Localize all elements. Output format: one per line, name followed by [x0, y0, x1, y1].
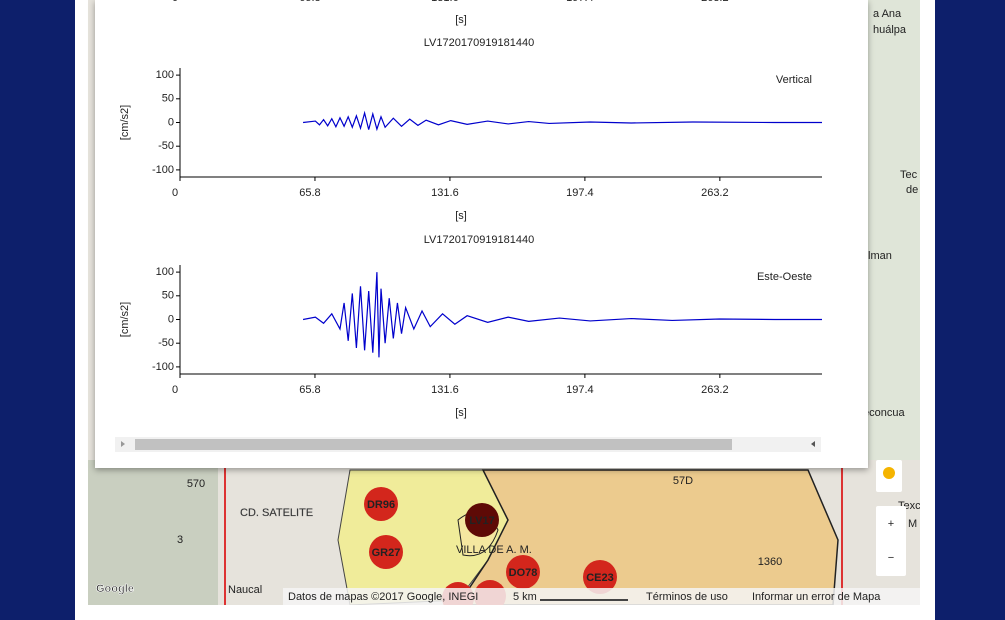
legend-label: Este-Oeste: [757, 271, 812, 283]
x-tick-label: 0: [172, 0, 178, 4]
stations: DR96 GR27 LV17 DO78 CE23: [364, 487, 617, 605]
place: VILLA DE A. M.: [456, 544, 532, 556]
station[interactable]: [465, 503, 499, 537]
y-axis-label: [cm/s2]: [119, 302, 131, 337]
x-axis-label: [s]: [455, 14, 467, 26]
place: huálpa: [873, 24, 907, 36]
zoom-out[interactable]: −: [888, 552, 894, 564]
zoom-in[interactable]: +: [888, 518, 894, 530]
scroll-right[interactable]: [811, 441, 815, 447]
y-tick-label: 50: [162, 290, 174, 302]
chart: [s] 0 65.8 131.6 197.4 263.2 LV172017091918144…: [115, 0, 822, 452]
road: 1360: [758, 556, 782, 568]
google-logo: Google: [96, 583, 134, 595]
x-tick-label: 0: [172, 187, 178, 199]
legend-label: Vertical: [776, 74, 812, 86]
scrollbar-thumb[interactable]: [135, 439, 732, 450]
pegman-icon: [883, 467, 895, 479]
terrain: [88, 460, 218, 605]
road: 57D: [673, 475, 693, 487]
place: a Ana: [873, 8, 902, 20]
scroll-left[interactable]: [121, 441, 125, 447]
x-tick-label: 197.4: [566, 0, 594, 4]
x-tick-label: 65.8: [299, 0, 320, 4]
place: econcua: [863, 407, 905, 419]
station-label: CE23: [586, 572, 614, 584]
place: CD. SATELITE: [240, 507, 313, 519]
place: Naucal: [228, 584, 262, 596]
y-tick-label: -50: [158, 337, 174, 349]
y-axis-label: [cm/s2]: [119, 105, 131, 140]
terrain: [868, 0, 920, 460]
waveform: [302, 110, 822, 132]
station-label: DO78: [509, 567, 538, 579]
x-tick-label: 263.2: [701, 187, 729, 199]
attribution-bar: [283, 588, 920, 605]
station[interactable]: [364, 487, 398, 521]
terms-link[interactable]: Términos de uso: [646, 591, 728, 603]
place: Tec: [900, 169, 918, 181]
y-tick-label: 0: [168, 116, 174, 128]
y-tick-label: 50: [162, 93, 174, 105]
x-tick-label: 263.2: [701, 0, 729, 4]
road: 3: [177, 534, 183, 546]
x-tick-label: 131.6: [431, 187, 459, 199]
place: lman: [868, 250, 892, 262]
attribution: Datos de mapas ©2017 Google, INEGI: [288, 591, 478, 603]
chart-title: LV1720170919181440: [424, 234, 535, 246]
y-tick-label: 0: [168, 313, 174, 325]
x-tick-label: 0: [172, 384, 178, 396]
place: M: [908, 518, 917, 530]
station[interactable]: [583, 560, 617, 594]
x-tick-label: 197.4: [566, 384, 594, 396]
station[interactable]: [369, 535, 403, 569]
x-tick-label: 65.8: [299, 384, 320, 396]
scale-label: 5 km: [513, 591, 537, 603]
zone-orange: [457, 469, 839, 605]
popup: [s] 0 65.8 131.6 197.4 263.2 LV172017091918144…: [95, 0, 868, 468]
waveform: [302, 272, 822, 358]
x-tick-label: 263.2: [701, 384, 729, 396]
y-tick-label: -100: [152, 361, 174, 373]
x-tick-label: 131.6: [431, 0, 459, 4]
x-axis-label: [s]: [455, 407, 467, 419]
station[interactable]: [506, 555, 540, 589]
y-tick-label: 100: [156, 266, 174, 278]
y-tick-label: -50: [158, 140, 174, 152]
x-tick-label: 131.6: [431, 384, 459, 396]
x-tick-label: 65.8: [299, 187, 320, 199]
station-label: LV17: [469, 515, 494, 527]
y-tick-label: -100: [152, 164, 174, 176]
station-label: GR27: [372, 547, 401, 559]
chart-title: LV1720170919181440: [424, 37, 535, 49]
zoom-control: [876, 506, 906, 576]
y-tick-label: 100: [156, 69, 174, 81]
x-axis-label: [s]: [455, 210, 467, 222]
x-tick-label: 197.4: [566, 187, 594, 199]
station-label: DR96: [367, 499, 395, 511]
report-link[interactable]: Informar un error de Mapa: [752, 591, 881, 603]
road: 570: [187, 478, 205, 490]
place: de: [906, 184, 918, 196]
